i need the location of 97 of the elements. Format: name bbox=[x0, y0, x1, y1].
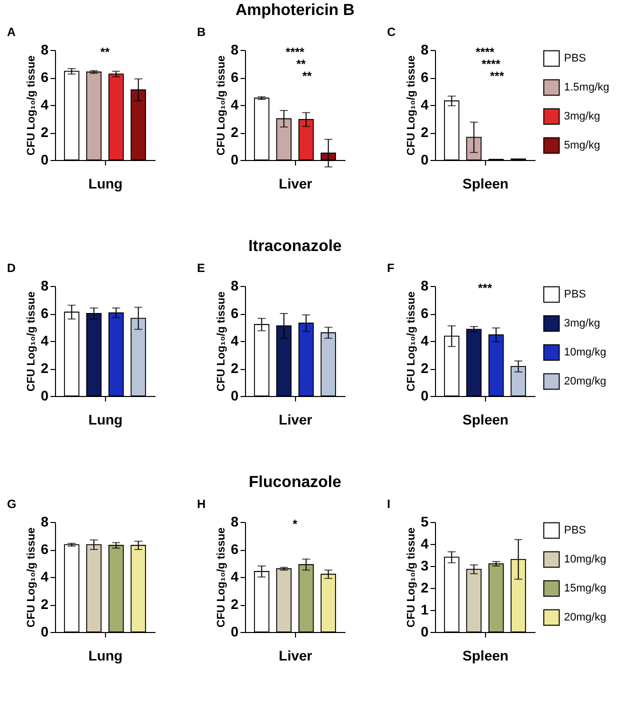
text: B bbox=[197, 25, 206, 39]
y-tick-label: 2 bbox=[420, 580, 429, 596]
text: G bbox=[7, 497, 16, 511]
annotation: * bbox=[292, 517, 298, 531]
chart-title: Fluconazole bbox=[248, 474, 342, 491]
y-tick-label: 0 bbox=[230, 624, 239, 640]
x-axis-title: Lung bbox=[88, 412, 123, 428]
text: C bbox=[387, 25, 396, 39]
y-tick-label: 6 bbox=[420, 305, 429, 321]
y-tick-label: 0 bbox=[40, 388, 49, 404]
legend-label: 10mg/kg bbox=[564, 554, 606, 566]
y-tick-label: 2 bbox=[230, 596, 239, 612]
chart-title: Itraconazole bbox=[248, 238, 342, 255]
legend-label: 15mg/kg bbox=[564, 582, 606, 594]
legend-label: 20mg/kg bbox=[564, 376, 606, 388]
annotation: ** bbox=[296, 57, 306, 71]
y-axis-title: CFU Log₁₀/g tissue bbox=[406, 528, 418, 628]
y-tick-label: 1 bbox=[420, 602, 429, 618]
x-axis-title: Liver bbox=[278, 176, 313, 192]
annotation: **** bbox=[286, 45, 305, 59]
y-tick-label: 8 bbox=[40, 278, 49, 294]
y-tick-label: 6 bbox=[230, 541, 239, 557]
y-axis-title: CFU Log₁₀/g tissue bbox=[26, 56, 38, 156]
y-tick-label: 8 bbox=[420, 278, 429, 294]
legend-label: PBS bbox=[564, 288, 586, 300]
y-tick-label: 5 bbox=[420, 514, 429, 530]
y-tick-label: 4 bbox=[420, 332, 429, 348]
y-tick-label: 6 bbox=[40, 69, 49, 85]
annotation: ** bbox=[100, 45, 110, 59]
legend-label: 3mg/kg bbox=[564, 318, 600, 330]
y-tick-label: 4 bbox=[420, 96, 429, 112]
y-axis-title: CFU Log₁₀/g tissue bbox=[26, 528, 38, 628]
x-axis-title: Spleen bbox=[462, 648, 508, 664]
legend-label: PBS bbox=[564, 52, 586, 64]
chart-title: Amphotericin B bbox=[235, 2, 355, 19]
y-tick-label: 0 bbox=[420, 624, 429, 640]
legend-label: 1.5mg/kg bbox=[564, 82, 610, 94]
y-tick-label: 3 bbox=[420, 558, 429, 574]
y-axis-title: CFU Log₁₀/g tissue bbox=[406, 292, 418, 392]
y-tick-label: 2 bbox=[40, 124, 49, 140]
legend-label: 3mg/kg bbox=[564, 110, 600, 122]
x-axis-title: Liver bbox=[278, 648, 313, 664]
y-axis-title: CFU Log₁₀/g tissue bbox=[406, 56, 418, 156]
x-axis-title: Spleen bbox=[462, 176, 508, 192]
y-tick-label: 4 bbox=[420, 536, 429, 552]
legend-label: 10mg/kg bbox=[564, 346, 606, 358]
y-tick-label: 2 bbox=[40, 360, 49, 376]
y-tick-label: 0 bbox=[420, 388, 429, 404]
y-tick-label: 2 bbox=[230, 360, 239, 376]
y-tick-label: 4 bbox=[230, 568, 239, 584]
y-tick-label: 8 bbox=[40, 42, 49, 58]
y-tick-label: 6 bbox=[40, 305, 49, 321]
y-axis-title: CFU Log₁₀/g tissue bbox=[216, 292, 228, 392]
text: H bbox=[197, 497, 206, 511]
annotation: ** bbox=[302, 69, 312, 83]
y-tick-label: 0 bbox=[230, 152, 239, 168]
text: I bbox=[387, 497, 390, 511]
y-tick-label: 0 bbox=[40, 152, 49, 168]
y-tick-label: 2 bbox=[40, 596, 49, 612]
y-tick-label: 8 bbox=[230, 514, 239, 530]
y-tick-label: 6 bbox=[420, 69, 429, 85]
y-tick-label: 6 bbox=[230, 305, 239, 321]
y-axis-title: CFU Log₁₀/g tissue bbox=[216, 56, 228, 156]
y-tick-label: 4 bbox=[40, 96, 49, 112]
y-tick-label: 8 bbox=[230, 42, 239, 58]
y-tick-label: 8 bbox=[420, 42, 429, 58]
y-tick-label: 2 bbox=[420, 124, 429, 140]
y-tick-label: 4 bbox=[40, 332, 49, 348]
y-tick-label: 0 bbox=[230, 388, 239, 404]
y-tick-label: 8 bbox=[40, 514, 49, 530]
annotation: *** bbox=[490, 69, 504, 83]
x-axis-title: Spleen bbox=[462, 412, 508, 428]
y-tick-label: 6 bbox=[40, 541, 49, 557]
y-tick-label: 6 bbox=[230, 69, 239, 85]
y-axis-title: CFU Log₁₀/g tissue bbox=[26, 292, 38, 392]
y-tick-label: 0 bbox=[40, 624, 49, 640]
x-axis-title: Lung bbox=[88, 176, 123, 192]
legend-label: 20mg/kg bbox=[564, 612, 606, 624]
text: F bbox=[387, 261, 394, 275]
text: A bbox=[7, 25, 16, 39]
y-tick-label: 4 bbox=[230, 96, 239, 112]
y-tick-label: 2 bbox=[230, 124, 239, 140]
annotation: **** bbox=[482, 57, 501, 71]
x-axis-title: Liver bbox=[278, 412, 313, 428]
y-tick-label: 8 bbox=[230, 278, 239, 294]
text: E bbox=[197, 261, 206, 275]
y-axis-title: CFU Log₁₀/g tissue bbox=[216, 528, 228, 628]
x-axis-title: Lung bbox=[88, 648, 123, 664]
annotation: **** bbox=[476, 45, 495, 59]
text: D bbox=[7, 261, 16, 275]
y-tick-label: 0 bbox=[420, 152, 429, 168]
annotation: *** bbox=[478, 281, 492, 295]
y-tick-label: 4 bbox=[40, 568, 49, 584]
legend-label: 5mg/kg bbox=[564, 140, 600, 152]
legend-label: PBS bbox=[564, 524, 586, 536]
y-tick-label: 2 bbox=[420, 360, 429, 376]
y-tick-label: 4 bbox=[230, 332, 239, 348]
